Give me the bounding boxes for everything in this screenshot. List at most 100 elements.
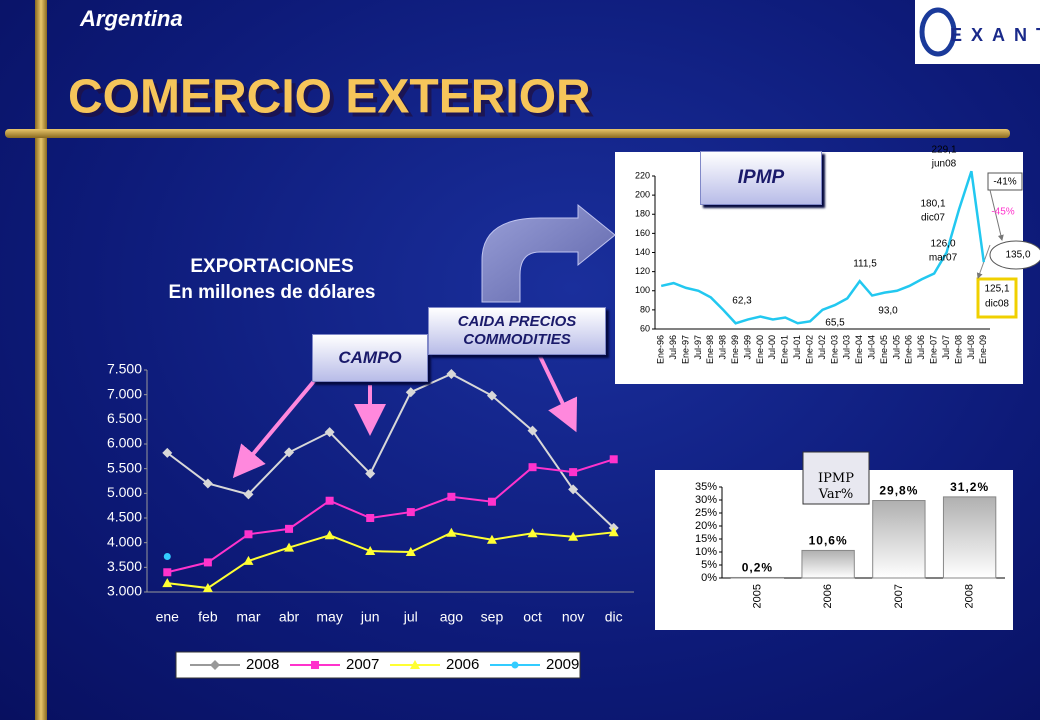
marker <box>446 527 457 537</box>
region: Argentina <box>79 6 183 31</box>
annotation: -41% <box>993 177 1016 188</box>
x-tick-label: Ene-07 <box>929 335 939 364</box>
annotation-box <box>989 240 1040 270</box>
x-tick-label: abr <box>279 609 300 625</box>
x-tick-label: Ene-02 <box>804 335 814 364</box>
marker <box>324 530 335 540</box>
x-tick-label: Jul-05 <box>891 335 901 360</box>
annotation: 65,5 <box>825 318 845 329</box>
annotation: -45% <box>991 207 1014 218</box>
x-tick-label: ago <box>440 609 464 625</box>
annotation: 111,5 <box>853 259 877 270</box>
x-tick-label: Ene-08 <box>953 335 963 364</box>
x-tick-label: oct <box>523 609 542 625</box>
y-tick-label: 6.500 <box>107 410 142 426</box>
x-tick-label: mar <box>236 609 260 625</box>
y-tick-label: 25% <box>695 507 717 519</box>
y-tick-label: 5% <box>701 559 717 571</box>
annotation: jun08 <box>931 159 957 170</box>
marker <box>366 514 375 522</box>
x-tick-label: Ene-03 <box>829 335 839 364</box>
marker <box>405 387 416 398</box>
y-tick-label: 5.500 <box>107 459 142 475</box>
y-tick-label: 180 <box>635 209 650 219</box>
y-tick-label: 200 <box>635 190 650 200</box>
x-tick-label: Ene-05 <box>879 335 889 364</box>
x-tick-label: Jul-08 <box>966 335 976 360</box>
callout: IPMP <box>700 151 822 205</box>
annotation: dic08 <box>985 299 1009 310</box>
x-tick-label: Ene-04 <box>854 335 864 364</box>
marker <box>365 546 376 556</box>
curved-arrow <box>481 203 616 303</box>
series-line <box>660 170 986 325</box>
x-tick-label: jul <box>403 609 418 625</box>
marker <box>163 568 172 577</box>
annotation: dic07 <box>921 213 945 224</box>
marker <box>243 555 254 565</box>
marker <box>608 527 619 537</box>
x-tick-label: Ene-99 <box>730 335 740 364</box>
annotation: 93,0 <box>878 306 898 317</box>
annotation: 126,0 <box>930 239 955 250</box>
x-tick-label: Ene-97 <box>680 335 690 364</box>
marker <box>325 496 334 505</box>
marker <box>527 528 538 538</box>
bar <box>872 500 926 579</box>
marker <box>162 578 173 588</box>
marker <box>528 463 537 472</box>
marker <box>487 497 496 506</box>
x-tick-label: Jul-97 <box>693 335 703 360</box>
marker <box>406 508 415 517</box>
y-tick-label: 30% <box>695 494 717 506</box>
marker <box>243 489 254 500</box>
marker <box>568 484 579 495</box>
marker <box>202 478 213 489</box>
marker <box>568 531 579 541</box>
value-label: 29,8% <box>879 484 918 498</box>
y-tick-label: 15% <box>695 533 717 545</box>
y-tick-label: 140 <box>635 247 650 257</box>
legend-label: 2008 <box>246 656 279 673</box>
marker <box>284 447 295 458</box>
y-tick-label: 60 <box>640 323 650 333</box>
bar <box>942 496 997 579</box>
x-tick-label: Ene-09 <box>978 335 988 364</box>
y-tick-label: 6.000 <box>107 435 142 451</box>
y-tick-label: 0% <box>701 572 717 584</box>
callout: CAIDA PRECIOS COMMODITIES <box>428 307 606 355</box>
x-tick-label: 2006 <box>822 584 834 608</box>
legend-label: 2006 <box>446 656 479 673</box>
y-tick-label: 220 <box>635 170 650 180</box>
bar <box>730 576 785 579</box>
marker <box>511 661 519 669</box>
marker <box>162 447 173 458</box>
y-tick-label: 35% <box>695 481 717 493</box>
marker <box>285 524 294 533</box>
marker <box>569 468 578 477</box>
marker <box>311 661 319 669</box>
y-tick-label: 100 <box>635 285 650 295</box>
marker <box>486 534 497 544</box>
x-tick-label: may <box>316 609 342 625</box>
x-tick-label: Ene-96 <box>656 335 666 364</box>
series-line <box>166 372 615 529</box>
x-tick-label: Jul-96 <box>668 335 678 360</box>
x-tick-label: sep <box>481 609 504 625</box>
series-line <box>167 531 614 590</box>
x-tick-label: Jul-07 <box>941 335 951 360</box>
x-tick-label: Jul-04 <box>867 335 877 360</box>
marker <box>202 583 213 593</box>
x-tick-label: feb <box>198 609 218 625</box>
marker <box>324 427 335 438</box>
x-tick-label: nov <box>562 609 585 625</box>
title-shadow: COMERCIO EXTERIOR <box>72 75 595 128</box>
marker <box>609 455 618 464</box>
x-tick-label: Ene-06 <box>904 335 914 364</box>
y-tick-label: 20% <box>695 520 717 532</box>
logo-mark <box>919 7 957 57</box>
chart-title: EXPORTACIONES <box>190 256 353 277</box>
annotation-box <box>976 277 1018 319</box>
